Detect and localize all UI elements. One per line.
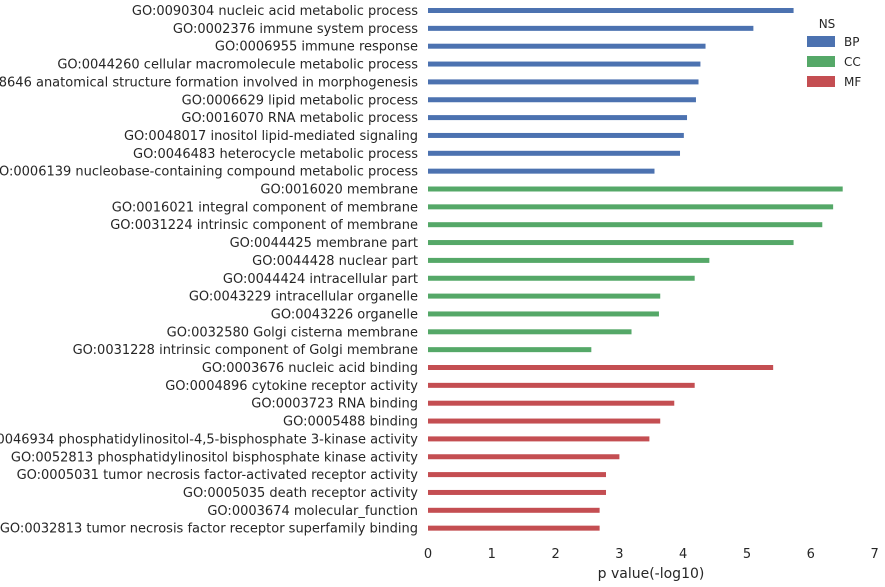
bar-8: [428, 132, 684, 138]
legend-label-bp: BP: [844, 35, 859, 49]
category-label-2: GO:0002376 immune system process: [173, 22, 418, 37]
category-label-29: GO:0003674 molecular_function: [207, 504, 418, 519]
bar-19: [428, 329, 632, 335]
category-label-22: GO:0004896 cytokine receptor activity: [165, 379, 418, 394]
bar-9: [428, 150, 681, 156]
category-label-23: GO:0003723 RNA binding: [251, 397, 418, 412]
x-tick-label-6: 5: [743, 547, 751, 562]
bar-4: [428, 61, 701, 67]
legend-label-cc: CC: [844, 55, 861, 69]
category-label-16: GO:0044424 intracellular part: [223, 272, 418, 287]
category-label-17: GO:0043229 intracellular organelle: [189, 290, 418, 305]
legend-label-mf: MF: [844, 75, 861, 89]
category-label-1: GO:0090304 nucleic acid metabolic proces…: [132, 4, 418, 19]
x-tick-label-3: 2: [551, 547, 559, 562]
category-label-3: GO:0006955 immune response: [215, 40, 418, 55]
bar-30: [428, 525, 600, 531]
bar-16: [428, 275, 695, 281]
bar-27: [428, 472, 607, 478]
category-label-28: GO:0005035 death receptor activity: [183, 486, 418, 501]
bar-11: [428, 186, 843, 192]
bar-2: [428, 25, 754, 31]
bar-23: [428, 400, 675, 406]
category-label-9: GO:0046483 heterocycle metabolic process: [133, 147, 418, 162]
legend-swatch-mf: [807, 76, 835, 87]
category-label-8: GO:0048017 inositol lipid-mediated signa…: [124, 129, 418, 144]
bar-6: [428, 97, 696, 103]
bar-18: [428, 311, 659, 317]
category-label-12: GO:0016021 integral component of membran…: [112, 200, 418, 215]
category-label-26: GO:0052813 phosphatidylinositol bisphosp…: [11, 450, 418, 465]
bar-28: [428, 489, 607, 495]
bars-group: [428, 8, 843, 531]
bar-13: [428, 222, 823, 228]
x-tick-label-8: 7: [870, 547, 878, 562]
category-label-4: GO:0044260 cellular macromolecule metabo…: [57, 58, 418, 73]
legend: NS BP CC MF: [807, 17, 861, 89]
category-label-24: GO:0005488 binding: [283, 415, 418, 430]
x-axis-label: p value(-log10): [598, 566, 705, 582]
category-label-27: GO:0005031 tumor necrosis factor-activat…: [17, 468, 419, 483]
category-label-20: GO:0031228 intrinsic component of Golgi …: [73, 343, 418, 358]
category-label-10: GO:0006139 nucleobase-containing compoun…: [0, 165, 418, 180]
legend-swatch-cc: [807, 56, 835, 67]
category-label-25: GO:0046934 phosphatidylinositol-4,5-bisp…: [0, 432, 418, 447]
bar-17: [428, 293, 661, 299]
bar-21: [428, 365, 774, 370]
legend-swatch-bp: [807, 36, 835, 47]
bar-20: [428, 347, 592, 353]
x-tick-label-1: 0: [424, 547, 432, 562]
bar-1: [428, 8, 794, 13]
x-tick-label-4: 3: [615, 547, 623, 562]
bar-10: [428, 168, 655, 174]
bar-7: [428, 115, 688, 121]
x-tick-label-7: 6: [807, 547, 815, 562]
category-label-18: GO:0043226 organelle: [271, 307, 418, 322]
bar-25: [428, 436, 650, 442]
bar-12: [428, 204, 834, 210]
category-label-11: GO:0016020 membrane: [260, 183, 418, 198]
bar-3: [428, 43, 706, 49]
bar-15: [428, 257, 710, 263]
x-tick-label-2: 1: [488, 547, 496, 562]
category-label-5: GO:0048646 anatomical structure formatio…: [0, 75, 418, 90]
bar-5: [428, 79, 699, 85]
category-label-6: GO:0006629 lipid metabolic process: [182, 93, 419, 108]
category-label-21: GO:0003676 nucleic acid binding: [202, 361, 418, 376]
category-labels-group: GO:0090304 nucleic acid metabolic proces…: [0, 4, 418, 537]
legend-entries-group: BP CC MF: [807, 35, 861, 89]
x-tick-labels-group: 0 1 2 3 4 5 6 7: [424, 547, 879, 562]
bar-14: [428, 240, 794, 246]
bar-22: [428, 382, 695, 388]
bar-29: [428, 507, 600, 513]
category-label-13: GO:0031224 intrinsic component of membra…: [110, 218, 418, 233]
legend-title: NS: [819, 17, 836, 31]
bar-24: [428, 418, 661, 424]
category-label-15: GO:0044428 nuclear part: [252, 254, 418, 269]
category-label-14: GO:0044425 membrane part: [230, 236, 418, 251]
category-label-19: GO:0032580 Golgi cisterna membrane: [167, 325, 418, 340]
bar-26: [428, 454, 620, 460]
category-label-7: GO:0016070 RNA metabolic process: [181, 111, 418, 126]
category-label-30: GO:0032813 tumor necrosis factor recepto…: [0, 522, 418, 537]
x-tick-label-5: 4: [679, 547, 687, 562]
